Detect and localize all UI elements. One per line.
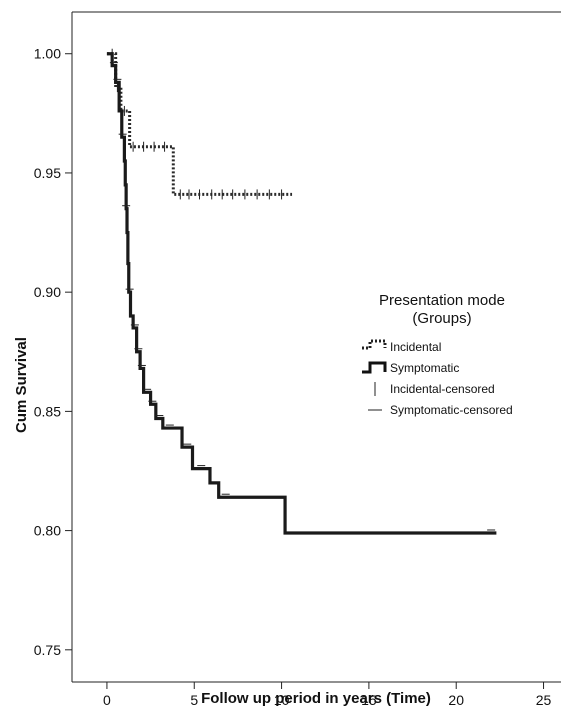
legend-incidental-label: Incidental xyxy=(390,340,441,354)
y-tick-label: 0.80 xyxy=(34,523,61,539)
y-tick-label: 1.00 xyxy=(34,46,61,62)
x-tick-label: 0 xyxy=(103,692,111,707)
x-tick-label: 5 xyxy=(190,692,198,707)
x-tick-label: 25 xyxy=(536,692,552,707)
series-line-incidental xyxy=(106,52,293,196)
y-axis-title: Cum Survival xyxy=(13,337,30,433)
legend-symptomatic-swatch xyxy=(362,361,387,374)
x-tick-label: 15 xyxy=(361,692,377,707)
y-tick-label: 0.85 xyxy=(34,403,61,419)
legend: Presentation mode (Groups) Incidental Sy… xyxy=(362,292,513,417)
legend-symptomatic-censored-label: Symptomatic-censored xyxy=(390,403,513,417)
legend-incidental-censored-label: Incidental-censored xyxy=(390,382,495,396)
x-axis-title: Follow up period in years (Time) xyxy=(201,690,431,707)
series-layer xyxy=(106,48,497,535)
y-tick-label: 0.75 xyxy=(34,642,61,658)
y-tick-label: 0.95 xyxy=(34,165,61,181)
legend-incidental-swatch xyxy=(362,339,387,350)
y-tick-label: 0.90 xyxy=(34,284,61,300)
x-tick-label: 10 xyxy=(274,692,290,707)
y-ticks: 0.75 0.80 0.85 0.90 0.95 1.00 xyxy=(34,46,72,658)
x-ticks: 0 5 10 15 20 25 xyxy=(103,682,552,707)
legend-symptomatic-label: Symptomatic xyxy=(390,361,459,375)
legend-title-line1: Presentation mode xyxy=(379,292,505,309)
x-tick-label: 20 xyxy=(448,692,464,707)
series-line-symptomatic xyxy=(106,52,497,535)
legend-title-line2: (Groups) xyxy=(412,310,471,327)
